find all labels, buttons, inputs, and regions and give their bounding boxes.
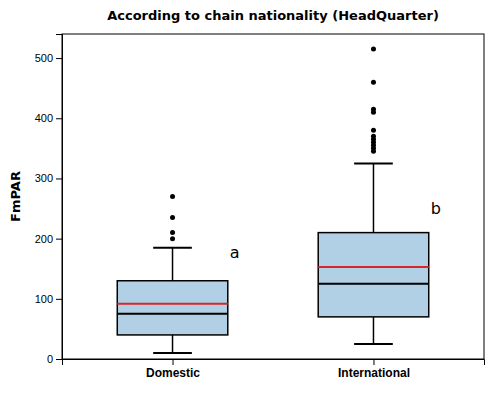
y-tick: 500 [35,52,62,64]
annotations: ab [230,199,441,262]
outlier [170,194,175,199]
whisker [172,335,174,353]
box [318,233,429,317]
y-tick-label: 300 [35,172,53,184]
y-tick: 100 [35,293,62,305]
y-tick-mark [56,239,62,240]
outlier [371,128,376,133]
y-tick-mark [56,178,62,179]
median-line [117,313,228,315]
y-tick-label: 100 [35,293,53,305]
box-group [318,47,429,344]
outlier [170,236,175,241]
x-axis-line [63,360,485,366]
y-tick-label: 400 [35,112,53,124]
box [117,281,228,335]
x-tick-label: Domestic [146,366,200,380]
whisker-cap [153,247,192,249]
x-axis: Domestic International [63,359,485,380]
mean-line [318,266,429,268]
y-tick-label: 200 [35,233,53,245]
mean-line [117,303,228,305]
outlier [371,47,376,52]
outlier [170,230,175,235]
marks [117,47,428,353]
whisker [373,163,375,232]
y-tick-mark [56,58,62,59]
annotation: a [230,243,240,262]
y-tick: 0 [47,353,62,365]
median-line [318,283,429,285]
plot-frame [62,34,484,359]
y-axis-line [56,35,63,360]
x-tick: Domestic [146,359,200,380]
annotation: b [431,199,441,218]
title: According to chain nationality (HeadQuar… [107,8,439,23]
y-axis-title: FmPAR [8,171,23,222]
whisker [172,248,174,281]
whisker-cap [153,352,192,354]
y-tick: 300 [35,172,62,184]
x-tick-mark [173,359,174,365]
y-tick: 400 [35,112,62,124]
outlier [371,107,376,112]
outlier [170,215,175,220]
y-tick: 200 [35,233,62,245]
box-group [117,194,228,353]
x-tick-mark [373,359,374,365]
outlier [371,134,376,139]
whisker [373,317,375,344]
y-tick-label: 500 [35,52,53,64]
outlier [371,80,376,85]
x-tick-label: International [338,366,410,380]
y-tick-label: 0 [47,353,53,365]
x-tick: International [338,359,410,380]
whisker-cap [354,162,393,164]
y-tick-mark [56,299,62,300]
plot: 0100200300400500DomesticInternationalab [35,34,485,380]
whisker-cap [354,343,393,345]
y-axis: 0 100 200 300 400 500 [35,35,63,366]
y-tick-mark [56,359,62,360]
y-tick-mark [56,118,62,119]
chart: 0100200300400500DomesticInternationalabF… [0,0,500,395]
